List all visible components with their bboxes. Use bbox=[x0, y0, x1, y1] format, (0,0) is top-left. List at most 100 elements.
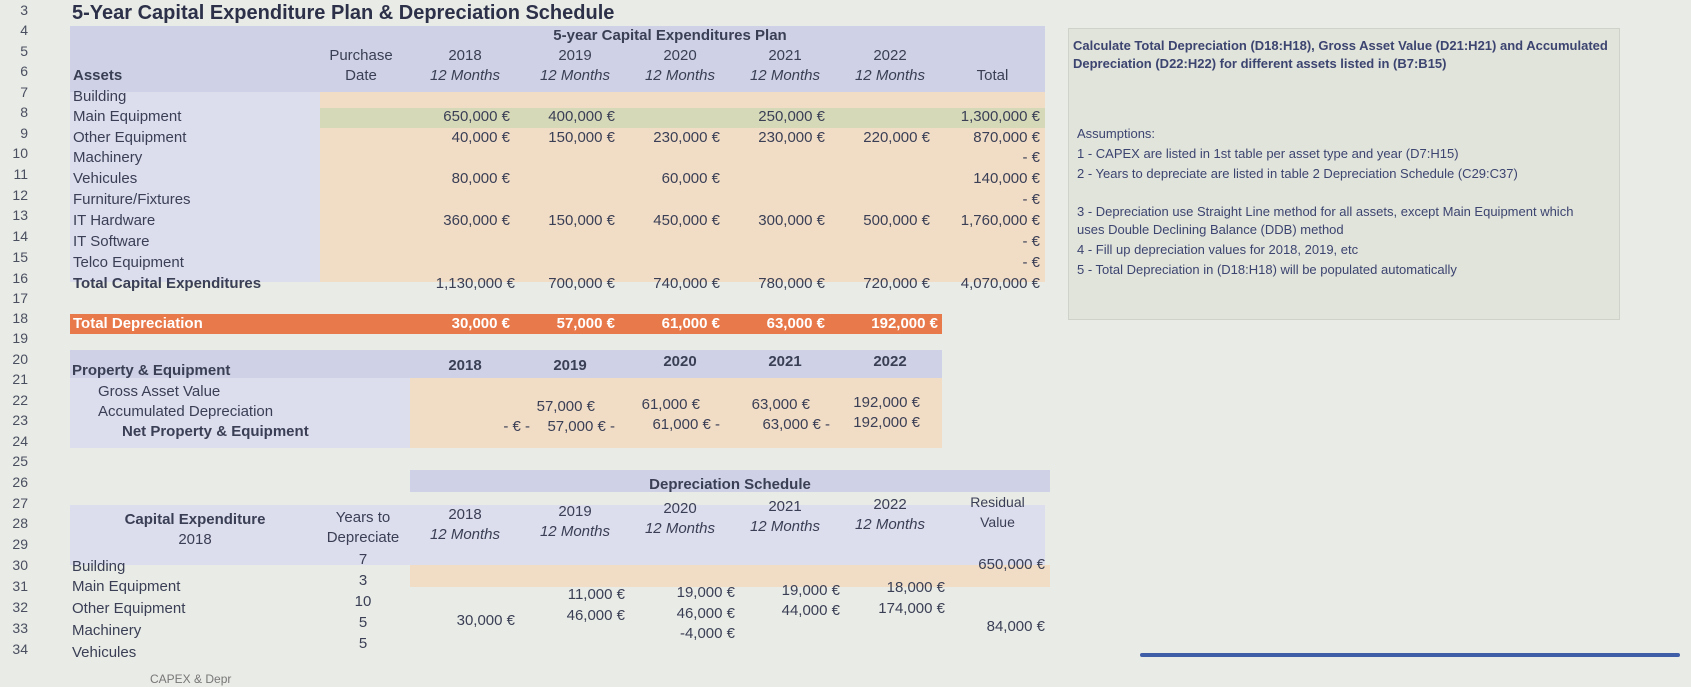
vehicules-2020[interactable]: 60,000 € bbox=[661, 170, 720, 187]
sched-main-2020[interactable]: 19,000 € bbox=[676, 584, 735, 601]
total-2022[interactable]: 720,000 € bbox=[863, 275, 930, 292]
asset-furniture[interactable]: Furniture/Fixtures bbox=[73, 191, 191, 208]
row-number[interactable]: 33 bbox=[12, 620, 28, 636]
row-number[interactable]: 13 bbox=[12, 207, 28, 223]
row-number[interactable]: 9 bbox=[20, 125, 28, 141]
row-number[interactable]: 5 bbox=[20, 43, 28, 59]
residual-building[interactable]: 650,000 € bbox=[978, 556, 1045, 573]
main-2019[interactable]: 400,000 € bbox=[548, 108, 615, 125]
it-2018[interactable]: 360,000 € bbox=[443, 212, 510, 229]
it-2022[interactable]: 500,000 € bbox=[863, 212, 930, 229]
other-2022[interactable]: 220,000 € bbox=[863, 129, 930, 146]
main-2021[interactable]: 250,000 € bbox=[758, 108, 825, 125]
yrs-machinery[interactable]: 5 bbox=[358, 614, 368, 631]
sched-machinery[interactable]: Machinery bbox=[72, 622, 142, 639]
row-number[interactable]: 22 bbox=[12, 392, 28, 408]
acc-2020[interactable]: 61,000 € bbox=[641, 396, 700, 413]
vehicules-2018[interactable]: 80,000 € bbox=[451, 170, 510, 187]
row-number[interactable]: 11 bbox=[13, 166, 28, 182]
other-total[interactable]: 870,000 € bbox=[973, 129, 1040, 146]
net-2020[interactable]: 61,000 € - bbox=[652, 416, 720, 433]
depr-2020[interactable]: 61,000 € bbox=[661, 315, 720, 332]
total-2018[interactable]: 1,130,000 € bbox=[435, 275, 515, 292]
furniture-total[interactable]: - € bbox=[1022, 191, 1040, 208]
asset-main-equipment[interactable]: Main Equipment bbox=[73, 108, 182, 125]
yrs-other[interactable]: 10 bbox=[354, 593, 372, 610]
vehicules-total[interactable]: 140,000 € bbox=[973, 170, 1040, 187]
it-2021[interactable]: 300,000 € bbox=[758, 212, 825, 229]
asset-telco[interactable]: Telco Equipment bbox=[73, 254, 184, 271]
row-number[interactable]: 3 bbox=[20, 2, 28, 18]
row-number[interactable]: 34 bbox=[12, 641, 28, 657]
asset-other-equipment[interactable]: Other Equipment bbox=[73, 129, 187, 146]
row-number[interactable]: 4 bbox=[20, 22, 28, 38]
other-2019[interactable]: 150,000 € bbox=[548, 129, 615, 146]
net-2021[interactable]: 63,000 € - bbox=[762, 416, 830, 433]
asset-it-hardware[interactable]: IT Hardware bbox=[73, 212, 156, 229]
total-2021[interactable]: 780,000 € bbox=[758, 275, 825, 292]
acc-2021[interactable]: 63,000 € bbox=[751, 396, 810, 413]
sched-main-2019[interactable]: 11,000 € bbox=[567, 586, 625, 603]
yrs-building[interactable]: 7 bbox=[358, 551, 368, 568]
row-number[interactable]: 8 bbox=[20, 104, 28, 120]
sched-other-2019[interactable]: 46,000 € bbox=[566, 607, 625, 624]
sheet-tab[interactable]: CAPEX & Depr bbox=[150, 672, 232, 686]
depr-2018[interactable]: 30,000 € bbox=[451, 315, 510, 332]
row-number[interactable]: 12 bbox=[12, 187, 28, 203]
telco-total[interactable]: - € bbox=[1022, 254, 1040, 271]
row-number[interactable]: 24 bbox=[12, 433, 28, 449]
total-all[interactable]: 4,070,000 € bbox=[960, 275, 1040, 292]
sched-main-2021[interactable]: 19,000 € bbox=[781, 582, 840, 599]
row-number[interactable]: 17 bbox=[12, 290, 28, 306]
row-number[interactable]: 7 bbox=[20, 84, 28, 100]
row-number[interactable]: 27 bbox=[12, 495, 28, 511]
row-number[interactable]: 21 bbox=[12, 371, 28, 387]
row-number[interactable]: 6 bbox=[20, 63, 28, 79]
it-software-total[interactable]: - € bbox=[1022, 233, 1040, 250]
sched-other-equipment[interactable]: Other Equipment bbox=[72, 600, 186, 617]
asset-machinery[interactable]: Machinery bbox=[73, 149, 143, 166]
sched-machinery-2020[interactable]: -4,000 € bbox=[679, 625, 735, 642]
horizontal-scrollbar[interactable] bbox=[1140, 653, 1680, 657]
it-total[interactable]: 1,760,000 € bbox=[960, 212, 1040, 229]
row-number[interactable]: 31 bbox=[12, 578, 28, 594]
other-2020[interactable]: 230,000 € bbox=[653, 129, 720, 146]
sched-other-2022[interactable]: 174,000 € bbox=[878, 600, 945, 617]
total-2020[interactable]: 740,000 € bbox=[653, 275, 720, 292]
row-number[interactable]: 29 bbox=[12, 536, 28, 552]
asset-it-software[interactable]: IT Software bbox=[73, 233, 150, 250]
sched-building[interactable]: Building bbox=[72, 558, 126, 575]
net-2019[interactable]: 57,000 € - bbox=[547, 418, 615, 435]
row-number[interactable]: 26 bbox=[12, 474, 28, 490]
total-2019[interactable]: 700,000 € bbox=[548, 275, 615, 292]
residual-other[interactable]: 84,000 € bbox=[986, 618, 1045, 635]
row-number[interactable]: 18 bbox=[12, 310, 28, 326]
net-2018[interactable]: - € - bbox=[503, 418, 530, 435]
machinery-total[interactable]: - € bbox=[1022, 149, 1040, 166]
main-total[interactable]: 1,300,000 € bbox=[960, 108, 1040, 125]
row-number[interactable]: 25 bbox=[12, 453, 28, 469]
row-number[interactable]: 30 bbox=[12, 557, 28, 573]
depr-2021[interactable]: 63,000 € bbox=[766, 315, 825, 332]
sched-vehicules[interactable]: Vehicules bbox=[72, 644, 137, 661]
it-2020[interactable]: 450,000 € bbox=[653, 212, 720, 229]
sched-other-2018[interactable]: 30,000 € bbox=[456, 612, 515, 629]
other-2018[interactable]: 40,000 € bbox=[451, 129, 510, 146]
sched-other-2021[interactable]: 44,000 € bbox=[781, 602, 840, 619]
depr-2019[interactable]: 57,000 € bbox=[556, 315, 615, 332]
sched-main-2022[interactable]: 18,000 € bbox=[886, 579, 945, 596]
row-number[interactable]: 15 bbox=[12, 249, 28, 265]
it-2019[interactable]: 150,000 € bbox=[548, 212, 615, 229]
row-number[interactable]: 23 bbox=[12, 412, 28, 428]
net-2022[interactable]: 192,000 € bbox=[853, 414, 920, 431]
sched-other-2020[interactable]: 46,000 € bbox=[676, 605, 735, 622]
main-2018[interactable]: 650,000 € bbox=[443, 108, 510, 125]
asset-total-capex[interactable]: Total Capital Expenditures bbox=[73, 275, 262, 292]
acc-2019[interactable]: 57,000 € bbox=[536, 398, 595, 415]
yrs-main[interactable]: 3 bbox=[358, 572, 368, 589]
sched-main-equipment[interactable]: Main Equipment bbox=[72, 578, 181, 595]
yrs-vehicules[interactable]: 5 bbox=[358, 635, 368, 652]
row-number[interactable]: 32 bbox=[12, 599, 28, 615]
row-number[interactable]: 10 bbox=[12, 145, 28, 161]
asset-vehicules[interactable]: Vehicules bbox=[73, 170, 138, 187]
